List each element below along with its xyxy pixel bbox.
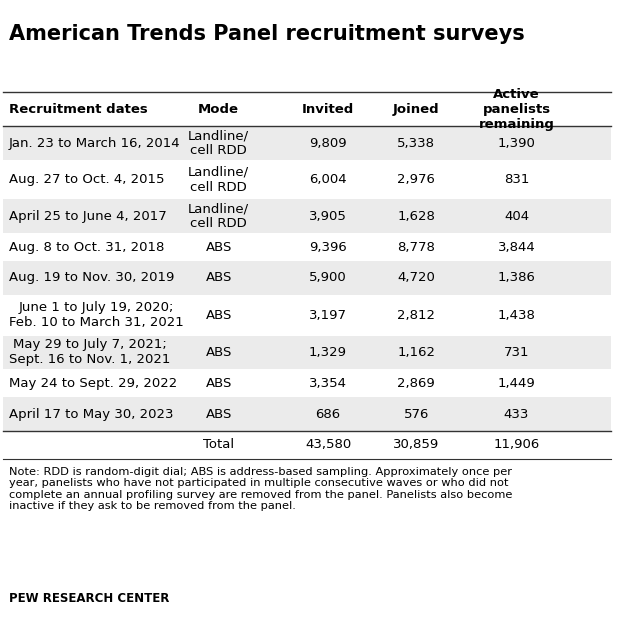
Text: June 1 to July 19, 2020;
Feb. 10 to March 31, 2021: June 1 to July 19, 2020; Feb. 10 to Marc…: [9, 301, 183, 329]
Text: PEW RESEARCH CENTER: PEW RESEARCH CENTER: [9, 592, 169, 605]
Bar: [3, 397, 611, 431]
Text: 576: 576: [403, 407, 429, 421]
Text: 1,386: 1,386: [498, 271, 535, 285]
Text: 433: 433: [504, 407, 529, 421]
Text: Jan. 23 to March 16, 2014: Jan. 23 to March 16, 2014: [9, 137, 180, 150]
Text: 43,580: 43,580: [305, 439, 351, 452]
Text: 4,720: 4,720: [397, 271, 435, 285]
Text: 2,976: 2,976: [397, 173, 435, 187]
Text: 1,162: 1,162: [397, 346, 435, 359]
Text: ABS: ABS: [205, 407, 232, 421]
Text: 3,197: 3,197: [309, 309, 347, 321]
Text: April 17 to May 30, 2023: April 17 to May 30, 2023: [9, 407, 173, 421]
Text: 3,844: 3,844: [498, 241, 535, 253]
Text: May 29 to July 7, 2021;
Sept. 16 to Nov. 1, 2021: May 29 to July 7, 2021; Sept. 16 to Nov.…: [9, 338, 170, 366]
Text: 9,396: 9,396: [309, 241, 347, 253]
Text: 6,004: 6,004: [309, 173, 347, 187]
Text: Aug. 8 to Oct. 31, 2018: Aug. 8 to Oct. 31, 2018: [9, 241, 164, 253]
Text: Landline/
cell RDD: Landline/ cell RDD: [188, 129, 249, 157]
Text: 1,329: 1,329: [309, 346, 347, 359]
Text: ABS: ABS: [205, 241, 232, 253]
Text: 686: 686: [316, 407, 341, 421]
Text: 2,812: 2,812: [397, 309, 435, 321]
Text: Landline/
cell RDD: Landline/ cell RDD: [188, 202, 249, 230]
Text: ABS: ABS: [205, 271, 232, 285]
Text: 831: 831: [504, 173, 529, 187]
Text: 404: 404: [504, 210, 529, 223]
Text: Invited: Invited: [302, 103, 354, 116]
Text: 3,905: 3,905: [309, 210, 347, 223]
Text: Aug. 27 to Oct. 4, 2015: Aug. 27 to Oct. 4, 2015: [9, 173, 164, 187]
Bar: [3, 200, 611, 233]
Text: Note: RDD is random-digit dial; ABS is address-based sampling. Approximately onc: Note: RDD is random-digit dial; ABS is a…: [9, 467, 512, 512]
Text: 1,449: 1,449: [498, 377, 535, 389]
Text: 9,809: 9,809: [309, 137, 347, 150]
Text: May 24 to Sept. 29, 2022: May 24 to Sept. 29, 2022: [9, 377, 177, 389]
Text: American Trends Panel recruitment surveys: American Trends Panel recruitment survey…: [9, 24, 525, 44]
Text: Active
panelists
remaining: Active panelists remaining: [479, 88, 555, 131]
Text: Joined: Joined: [393, 103, 440, 116]
Text: Landline/
cell RDD: Landline/ cell RDD: [188, 166, 249, 194]
Text: Mode: Mode: [198, 103, 239, 116]
Text: Aug. 19 to Nov. 30, 2019: Aug. 19 to Nov. 30, 2019: [9, 271, 174, 285]
Text: Recruitment dates: Recruitment dates: [9, 103, 148, 116]
Text: ABS: ABS: [205, 346, 232, 359]
Text: 1,628: 1,628: [397, 210, 435, 223]
Text: 3,354: 3,354: [309, 377, 347, 389]
Text: 731: 731: [504, 346, 529, 359]
Text: Total: Total: [203, 439, 234, 452]
Text: April 25 to June 4, 2017: April 25 to June 4, 2017: [9, 210, 167, 223]
Text: 2,869: 2,869: [397, 377, 435, 389]
Text: ABS: ABS: [205, 309, 232, 321]
Text: 30,859: 30,859: [393, 439, 440, 452]
Bar: [3, 127, 611, 160]
Text: 5,900: 5,900: [309, 271, 347, 285]
Text: 5,338: 5,338: [397, 137, 435, 150]
Bar: [3, 336, 611, 369]
Text: 1,438: 1,438: [498, 309, 535, 321]
Text: 11,906: 11,906: [493, 439, 539, 452]
Text: 8,778: 8,778: [397, 241, 435, 253]
Text: ABS: ABS: [205, 377, 232, 389]
Bar: [3, 261, 611, 295]
Text: 1,390: 1,390: [498, 137, 535, 150]
